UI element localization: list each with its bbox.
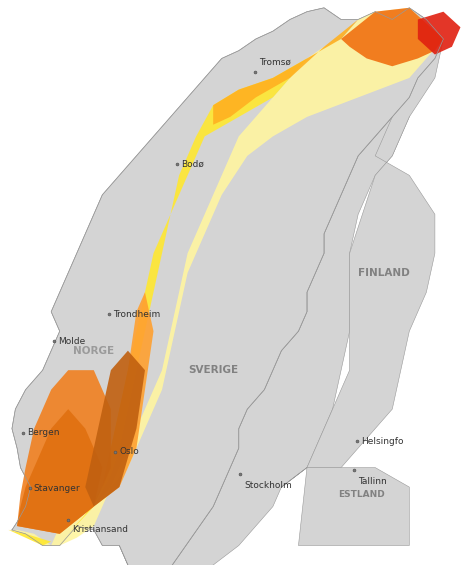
Text: Tallinn: Tallinn	[358, 477, 387, 486]
Text: Trondheim: Trondheim	[113, 310, 160, 319]
Text: FINLAND: FINLAND	[358, 268, 409, 278]
Polygon shape	[281, 19, 443, 487]
Text: Stavanger: Stavanger	[34, 484, 80, 493]
Text: Molde: Molde	[58, 337, 85, 346]
Polygon shape	[298, 468, 409, 546]
Polygon shape	[418, 12, 461, 55]
Polygon shape	[120, 78, 418, 565]
Polygon shape	[12, 8, 443, 565]
Text: ESTLAND: ESTLAND	[338, 490, 385, 499]
Text: SVERIGE: SVERIGE	[188, 365, 238, 375]
Polygon shape	[213, 19, 358, 125]
Text: NORGE: NORGE	[73, 346, 114, 356]
Text: Oslo: Oslo	[119, 447, 139, 456]
Polygon shape	[8, 8, 443, 546]
Text: Helsingfo: Helsingfo	[362, 437, 404, 446]
Text: Tromsø: Tromsø	[259, 58, 291, 67]
Text: Bodø: Bodø	[182, 160, 204, 169]
Polygon shape	[17, 409, 102, 534]
Text: Stockholm: Stockholm	[244, 481, 292, 490]
Text: Bergen: Bergen	[27, 428, 59, 437]
Polygon shape	[94, 292, 153, 507]
Text: Kristiansand: Kristiansand	[72, 525, 129, 534]
Polygon shape	[8, 58, 307, 546]
Polygon shape	[17, 370, 111, 534]
Polygon shape	[341, 8, 443, 66]
Polygon shape	[85, 351, 145, 507]
